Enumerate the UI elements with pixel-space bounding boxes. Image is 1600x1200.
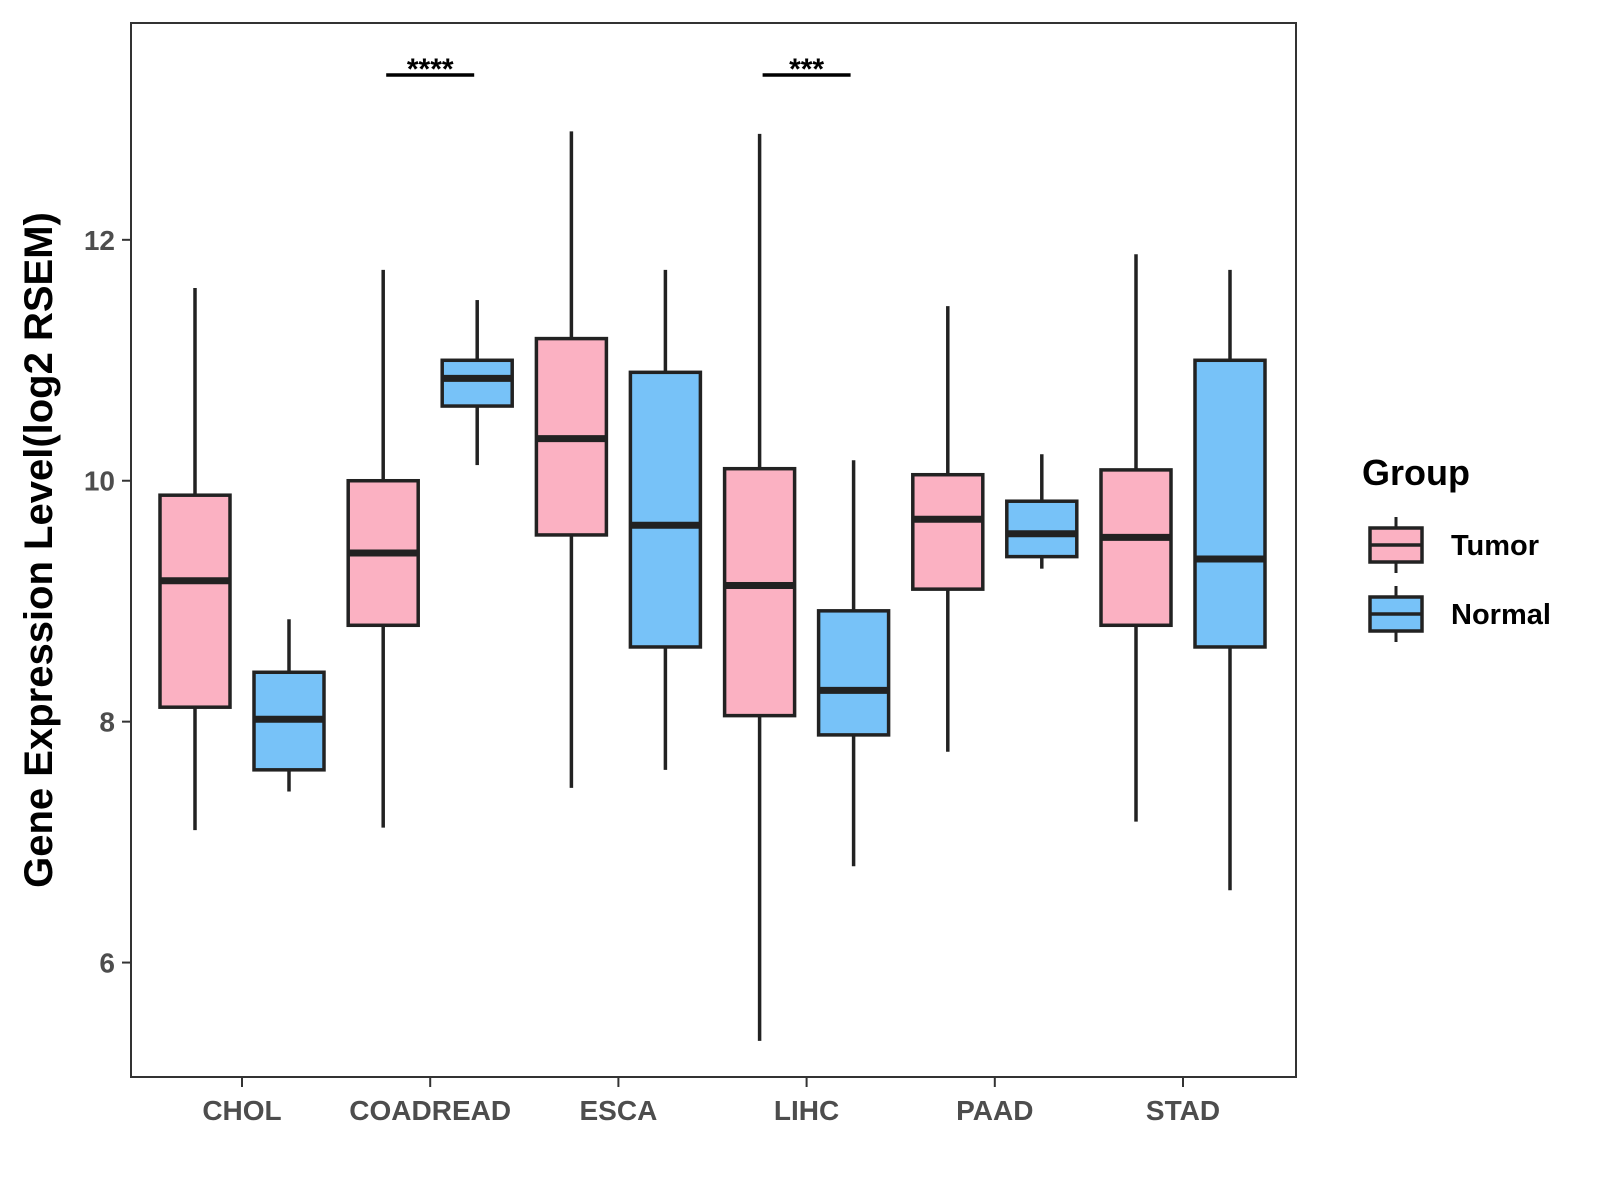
x-tick-label: CHOL [202,1095,281,1126]
box-iqr [911,472,985,591]
x-tick-label: PAAD [956,1095,1033,1126]
x-tick-label: COADREAD [349,1095,511,1126]
legend-item-tumor: Tumor [1368,517,1539,573]
x-tick-label: ESCA [580,1095,658,1126]
box-iqr [816,609,891,737]
y-tick-label: 12 [84,225,115,256]
legend-title: Group [1362,452,1470,493]
x-tick-label: LIHC [774,1095,839,1126]
box-layer [158,131,1267,1041]
box-normal-coadread [440,300,514,466]
significance-label: *** [789,53,824,86]
box-iqr [722,466,797,718]
x-tick-label: STAD [1146,1095,1220,1126]
box-iqr [158,493,232,709]
box-iqr [1193,358,1267,649]
box-tumor-coadread [346,269,420,828]
legend-label: Normal [1451,599,1551,631]
box-iqr [1099,468,1173,628]
box-tumor-lihc [722,133,797,1041]
box-normal-stad [1193,269,1267,891]
y-axis-title: Gene Expression Level(log2 RSEM) [17,212,61,888]
y-axis: 6 8 10 12 [84,225,131,979]
y-tick-label: 8 [99,707,115,738]
box-tumor-chol [158,288,232,831]
box-iqr [1005,499,1079,559]
box-tumor-paad [911,306,985,752]
y-tick-label: 6 [99,948,115,979]
box-normal-chol [252,619,326,792]
box-tumor-esca [534,131,609,788]
box-normal-lihc [816,460,891,867]
box-iqr [440,358,514,408]
legend-label: Tumor [1451,530,1539,562]
legend-item-normal: Normal [1368,586,1551,642]
box-normal-esca [628,269,703,770]
legend: Group Tumor Normal [1362,452,1551,642]
x-axis: CHOL COADREAD ESCA LIHC PAAD STAD [202,1077,1220,1126]
box-tumor-stad [1099,254,1173,822]
y-tick-label: 10 [84,466,115,497]
box-normal-paad [1005,454,1079,569]
significance-annotations: **** *** [386,53,851,86]
box-iqr [628,370,703,649]
significance-label: **** [407,53,454,86]
